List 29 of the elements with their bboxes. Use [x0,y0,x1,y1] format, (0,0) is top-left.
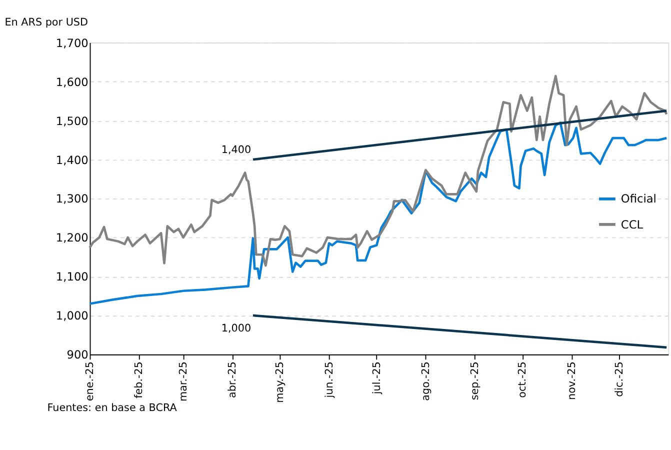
x-tick-label: dic.-25 [613,362,626,397]
y-tick-label: 1,300 [56,192,88,206]
legend-label: CCL [620,217,644,232]
x-tick-label: mar.-25 [178,362,190,402]
x-tick-label: sep.-25 [469,362,482,400]
annotation: 1,400 [221,144,252,156]
y-tick-label: 1,500 [56,114,88,128]
x-tick-label: feb.-25 [133,362,146,398]
x-tick-label: jul.-25 [370,362,383,396]
source-note: Fuentes: en base a BCRA [47,402,178,414]
legend-label: Oficial [620,192,656,206]
x-tick-label: ago.-25 [420,362,432,401]
chart-title: En ARS por USD [4,16,88,29]
y-tick-label: 1,400 [56,152,88,167]
x-tick-label: jun.-25 [323,362,336,399]
annotation: 1,000 [221,322,252,334]
y-tick-label: 1,600 [56,74,88,89]
y-tick-label: 1,000 [56,308,88,323]
y-tick-label: 1,100 [56,270,88,284]
x-tick-label: oct.-25 [516,362,529,398]
y-tick-label: 1,200 [56,230,88,245]
line-series [88,122,668,305]
x-tick-label: ene.-25 [84,362,96,402]
y-tick-label: 900 [66,348,88,362]
x-tick-label: nov.-25 [566,362,578,400]
y-tick-label: 1,700 [56,36,88,50]
line-series [88,74,668,267]
x-tick-label: abr.-25 [226,362,239,398]
x-tick-label: may.-25 [274,362,286,403]
